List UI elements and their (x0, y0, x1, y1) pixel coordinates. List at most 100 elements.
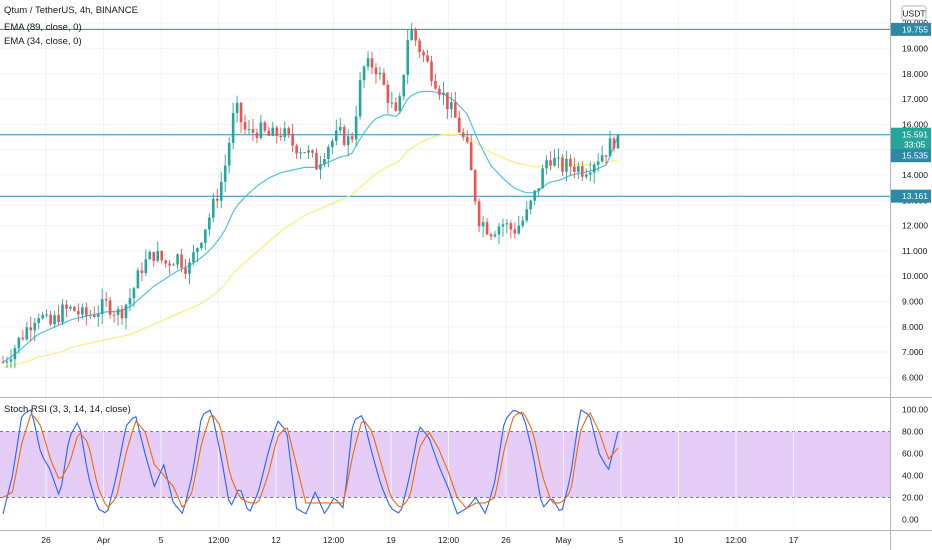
candle-body (303, 152, 306, 154)
candle-body (311, 150, 314, 153)
candle-body (287, 128, 290, 134)
ema-34-line (2, 90, 619, 363)
candle-body (493, 234, 497, 237)
candle-body (358, 80, 362, 117)
ema-89-legend: EMA (89, close, 0) (4, 22, 82, 33)
candle-body (100, 299, 104, 315)
candle-body (592, 164, 596, 173)
candle-body (505, 223, 509, 225)
candle-body (200, 242, 203, 249)
candle-body (132, 288, 136, 299)
candle-body (549, 160, 552, 166)
candle-body (442, 92, 445, 96)
candle-body (299, 152, 302, 154)
y-tick-label: 6.000 (902, 372, 924, 382)
candle-body (45, 314, 48, 316)
candle-body (438, 88, 441, 96)
time-axis[interactable]: 26 Apr 5 12:00 12 12:00 19 12:00 26 May 5 10 12:00 17 (41, 535, 798, 545)
candle-body (573, 166, 576, 172)
candle-body (279, 135, 283, 138)
candle-body (350, 136, 354, 140)
candlesticks (1, 23, 620, 369)
candle-body (168, 263, 171, 266)
candle-body (434, 81, 437, 89)
candle-body (17, 337, 21, 349)
candle-body (184, 267, 187, 274)
candle-body (92, 314, 96, 317)
candle-body (378, 72, 382, 75)
stoch-rsi-axis[interactable]: 100.00 80.00 60.00 40.00 20.00 0.00 (902, 405, 928, 525)
price-tag-label: 13.161 (902, 191, 928, 201)
candle-body (108, 300, 112, 315)
ema-89-path (2, 133, 619, 368)
candle-body (5, 361, 9, 363)
candle-body (557, 157, 560, 159)
candle-body (57, 315, 60, 323)
candle-body (204, 229, 207, 243)
candle-body (410, 29, 413, 41)
candle-body (259, 122, 263, 138)
candle-body (323, 159, 326, 165)
y-tick-label: 12.000 (902, 221, 928, 231)
candle-body (211, 198, 215, 218)
ema-tag-bg (891, 149, 931, 163)
candle-body (418, 40, 421, 52)
x-tick-label: 12:00 (323, 535, 345, 545)
candle-body (192, 252, 195, 263)
x-tick-label: 12:00 (725, 535, 747, 545)
candle-body (517, 225, 521, 234)
candle-body (406, 40, 410, 75)
stoch-rsi-legend: Stoch RSI (3, 3, 14, 14, close) (4, 404, 131, 415)
ema-34-path (2, 90, 619, 363)
candle-body (180, 254, 183, 268)
candle-body (465, 137, 469, 143)
candle-body (327, 146, 330, 160)
price-tag-label: 19.755 (902, 24, 928, 34)
x-tick-label: Apr (97, 535, 110, 545)
stoch-tick-label: 60.00 (902, 449, 924, 459)
candle-body (243, 122, 247, 130)
candle-body (295, 145, 298, 154)
candle-body (196, 248, 199, 253)
candle-body (208, 217, 211, 230)
candle-body (136, 270, 140, 289)
candle-body (49, 314, 52, 325)
candle-body (263, 122, 267, 131)
candle-body (596, 161, 600, 165)
candle-body (73, 306, 76, 312)
candle-body (382, 72, 386, 85)
candle-body (469, 142, 473, 171)
y-tick-label: 8.000 (902, 322, 924, 332)
candle-body (497, 226, 501, 235)
candle-body (604, 155, 608, 157)
candle-body (584, 174, 588, 177)
candle-body (247, 129, 251, 131)
candle-body (140, 270, 144, 274)
candle-body (533, 190, 536, 201)
x-tick-label: 12 (271, 535, 281, 545)
candle-body (426, 55, 429, 62)
stoch-d-line (2, 411, 619, 510)
candle-body (354, 116, 358, 140)
x-tick-label: 12:00 (208, 535, 230, 545)
candle-body (152, 251, 156, 261)
candle-body (346, 136, 350, 145)
currency-label: USDT (901, 5, 927, 21)
candle-body (315, 152, 318, 170)
candle-body (33, 322, 37, 331)
candle-body (334, 130, 338, 141)
candle-body (69, 306, 72, 309)
candle-body (394, 102, 398, 111)
candle-body (9, 359, 13, 362)
x-tick-label: 10 (674, 535, 684, 545)
current-price-tag-bg (891, 127, 931, 150)
x-tick-label: May (555, 535, 572, 545)
candle-body (430, 61, 433, 82)
candle-body (223, 165, 227, 182)
candle-body (509, 223, 513, 230)
price-tag-bg (891, 22, 931, 36)
x-tick-label: 5 (619, 535, 624, 545)
candle-body (307, 150, 310, 153)
grid-lines (0, 0, 890, 530)
